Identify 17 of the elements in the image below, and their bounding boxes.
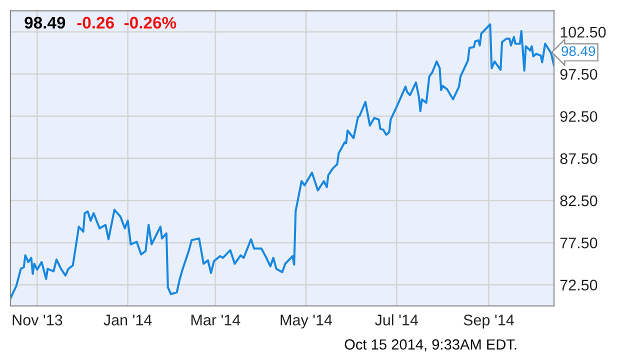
x-tick-label: Jul '14 <box>375 314 418 326</box>
text: Oct 15 2014, 9:33AM EDT. <box>344 339 516 352</box>
y-tick-label: 92.50 <box>560 111 598 122</box>
y-tick-label: 97.50 <box>560 68 598 80</box>
x-tick-label: Jan '14 <box>104 314 152 326</box>
y-tick-label: 82.50 <box>560 195 598 206</box>
annotation: 98.49 <box>562 46 596 56</box>
x-tick-label: Nov '13 <box>12 314 62 326</box>
y-tick-label: 77.50 <box>560 238 598 248</box>
chart-title: 98.49 <box>24 16 66 29</box>
x-tick-label: May '14 <box>280 314 332 328</box>
x-tick-label: Mar '14 <box>191 314 240 326</box>
x-tick-label: Sep '14 <box>464 314 514 328</box>
y-tick-label: 72.50 <box>560 280 598 291</box>
y-tick-label: 102.50 <box>560 26 606 38</box>
y-tick-label: 87.50 <box>560 153 598 164</box>
chart-subtitle: -0.26 -0.26% <box>77 16 176 29</box>
